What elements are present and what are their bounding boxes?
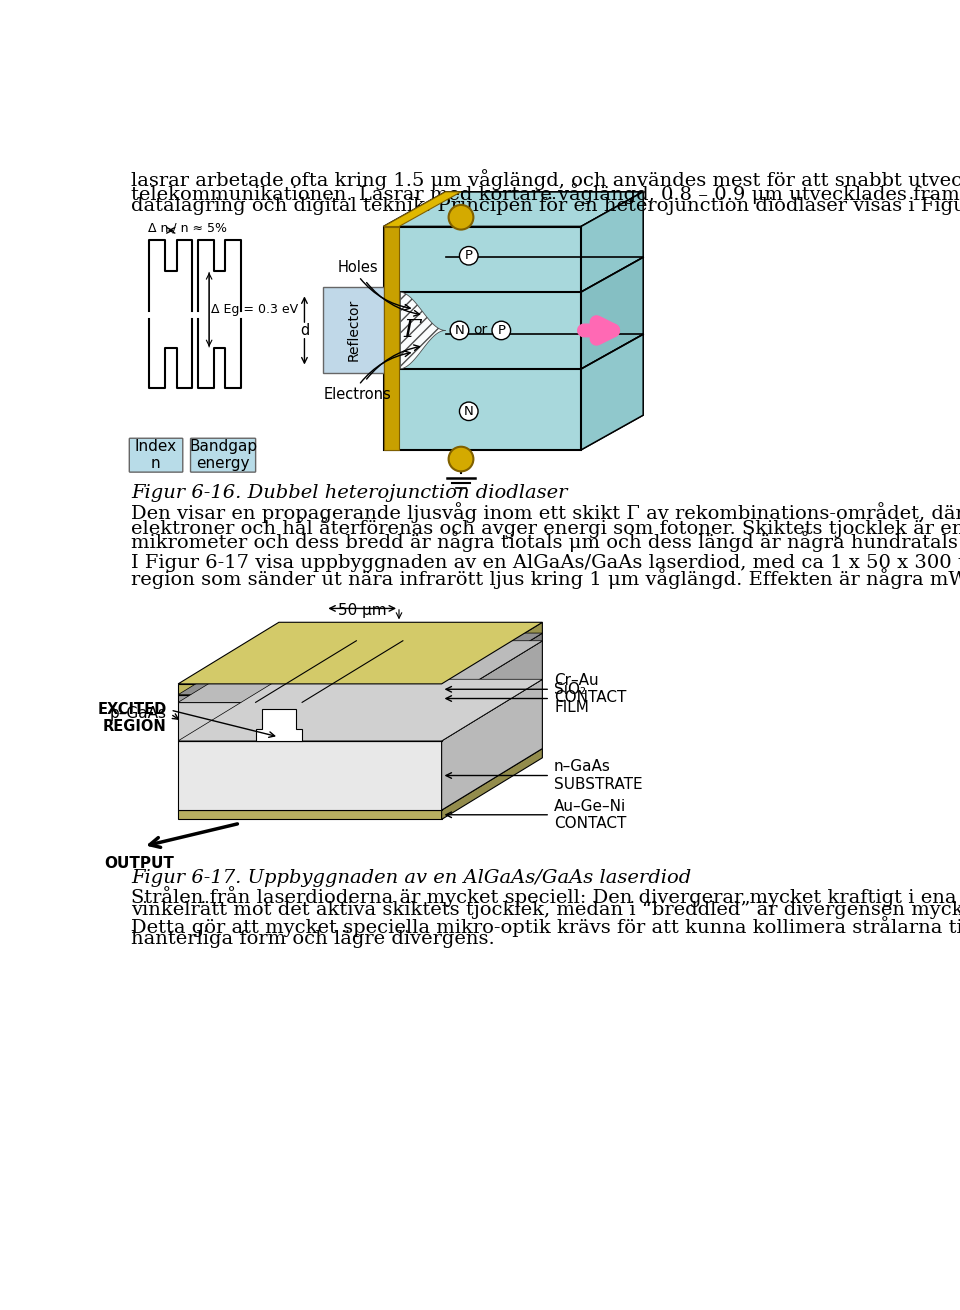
Polygon shape — [179, 633, 542, 694]
Circle shape — [492, 321, 511, 339]
Text: or: or — [473, 324, 488, 338]
Polygon shape — [255, 709, 302, 741]
Text: Δ Eg = 0.3 eV: Δ Eg = 0.3 eV — [211, 303, 299, 316]
Polygon shape — [383, 191, 461, 227]
Text: N: N — [455, 324, 465, 337]
Text: Electrons: Electrons — [324, 386, 392, 402]
Polygon shape — [383, 227, 399, 449]
Text: Detta gör att mycket speciella mikro-optik krävs för att kunna kollimera strålar: Detta gör att mycket speciella mikro-opt… — [131, 916, 960, 937]
Text: Figur 6-17. Uppbyggnaden av en AlGaAs/GaAs laserdiod: Figur 6-17. Uppbyggnaden av en AlGaAs/Ga… — [131, 870, 691, 887]
Text: Δ n / n ≈ 5%: Δ n / n ≈ 5% — [148, 221, 227, 234]
Polygon shape — [581, 191, 643, 292]
Polygon shape — [442, 622, 542, 694]
Text: SiO₂
FILM: SiO₂ FILM — [554, 683, 588, 715]
Polygon shape — [581, 257, 643, 369]
Text: Den visar en propagerande ljusvåg inom ett skikt Γ av rekombinations-området, dä: Den visar en propagerande ljusvåg inom e… — [131, 502, 960, 523]
Text: 50 μm: 50 μm — [338, 603, 387, 617]
Text: lasrar arbetade ofta kring 1.5 μm våglängd, och användes mest för att snabbt utv: lasrar arbetade ofta kring 1.5 μm våglän… — [131, 169, 960, 190]
Polygon shape — [179, 622, 542, 684]
Polygon shape — [442, 748, 542, 819]
Text: hanterliga form och lägre divergens.: hanterliga form och lägre divergens. — [131, 930, 494, 948]
Text: EXCITED
REGION: EXCITED REGION — [97, 702, 166, 734]
Circle shape — [450, 321, 468, 339]
Polygon shape — [383, 227, 581, 449]
Text: p–GaAs: p–GaAs — [109, 706, 166, 722]
Text: Γ: Γ — [403, 318, 420, 342]
Polygon shape — [179, 694, 442, 702]
Text: OUTPUT: OUTPUT — [105, 855, 175, 871]
Polygon shape — [442, 633, 542, 702]
Polygon shape — [179, 702, 442, 741]
Text: P: P — [497, 324, 505, 337]
Text: n–GaAs
SUBSTRATE: n–GaAs SUBSTRATE — [554, 760, 642, 791]
Text: region som sänder ut nära infrarött ljus kring 1 μm våglängd. Effekten är några : region som sänder ut nära infrarött ljus… — [131, 569, 960, 590]
Polygon shape — [442, 680, 542, 810]
Polygon shape — [400, 292, 445, 369]
FancyBboxPatch shape — [130, 439, 182, 472]
Text: Holes: Holes — [338, 259, 378, 275]
Text: N: N — [464, 405, 473, 418]
Polygon shape — [179, 810, 442, 819]
Polygon shape — [442, 641, 542, 741]
Text: Figur 6-16. Dubbel heterojunction diodlaser: Figur 6-16. Dubbel heterojunction diodla… — [131, 485, 567, 503]
Text: Index
n: Index n — [134, 439, 177, 472]
Text: elektroner och hål återförenas och avger energi som fotoner. Skiktets tjocklek ä: elektroner och hål återförenas och avger… — [131, 516, 960, 537]
Bar — [324, 287, 383, 373]
Polygon shape — [179, 641, 542, 702]
Polygon shape — [179, 741, 442, 810]
Polygon shape — [383, 191, 643, 227]
Polygon shape — [581, 191, 643, 449]
Polygon shape — [179, 684, 442, 694]
Circle shape — [448, 447, 473, 472]
Circle shape — [448, 204, 473, 229]
Text: Au–Ge–Ni
CONTACT: Au–Ge–Ni CONTACT — [554, 799, 626, 831]
FancyBboxPatch shape — [190, 439, 255, 472]
Circle shape — [460, 402, 478, 421]
Polygon shape — [179, 680, 542, 741]
Text: d: d — [300, 324, 309, 338]
Text: datalagring och digital teknik. Principen för en heterojunction diodlaser visas : datalagring och digital teknik. Principe… — [131, 198, 960, 215]
Text: Reflector: Reflector — [347, 299, 360, 360]
Text: mikrometer och dess bredd är några tiotals μm och dess längd är några hundratals: mikrometer och dess bredd är några tiota… — [131, 532, 960, 553]
Polygon shape — [581, 334, 643, 449]
Text: Cr–Au
CONTACT: Cr–Au CONTACT — [554, 673, 626, 706]
Circle shape — [460, 246, 478, 265]
Text: I Figur 6-17 visa uppbyggnaden av en AlGaAs/GaAs laserdiod, med ca 1 x 50 x 300 : I Figur 6-17 visa uppbyggnaden av en AlG… — [131, 554, 960, 571]
Text: P: P — [465, 249, 472, 262]
Text: Strålen från laserdioderna är mycket speciell: Den divergerar mycket kraftigt i : Strålen från laserdioderna är mycket spe… — [131, 887, 960, 908]
Text: telekommunikationen. Lasrar med kortare våglängd, 0.8 – 0.9 μm utvecklades framf: telekommunikationen. Lasrar med kortare … — [131, 183, 960, 204]
Text: vinkelrätt mot det aktiva skiktets tjocklek, medan i “breddled” är divergensen m: vinkelrätt mot det aktiva skiktets tjock… — [131, 901, 960, 920]
Text: Bandgap
energy: Bandgap energy — [189, 439, 257, 472]
